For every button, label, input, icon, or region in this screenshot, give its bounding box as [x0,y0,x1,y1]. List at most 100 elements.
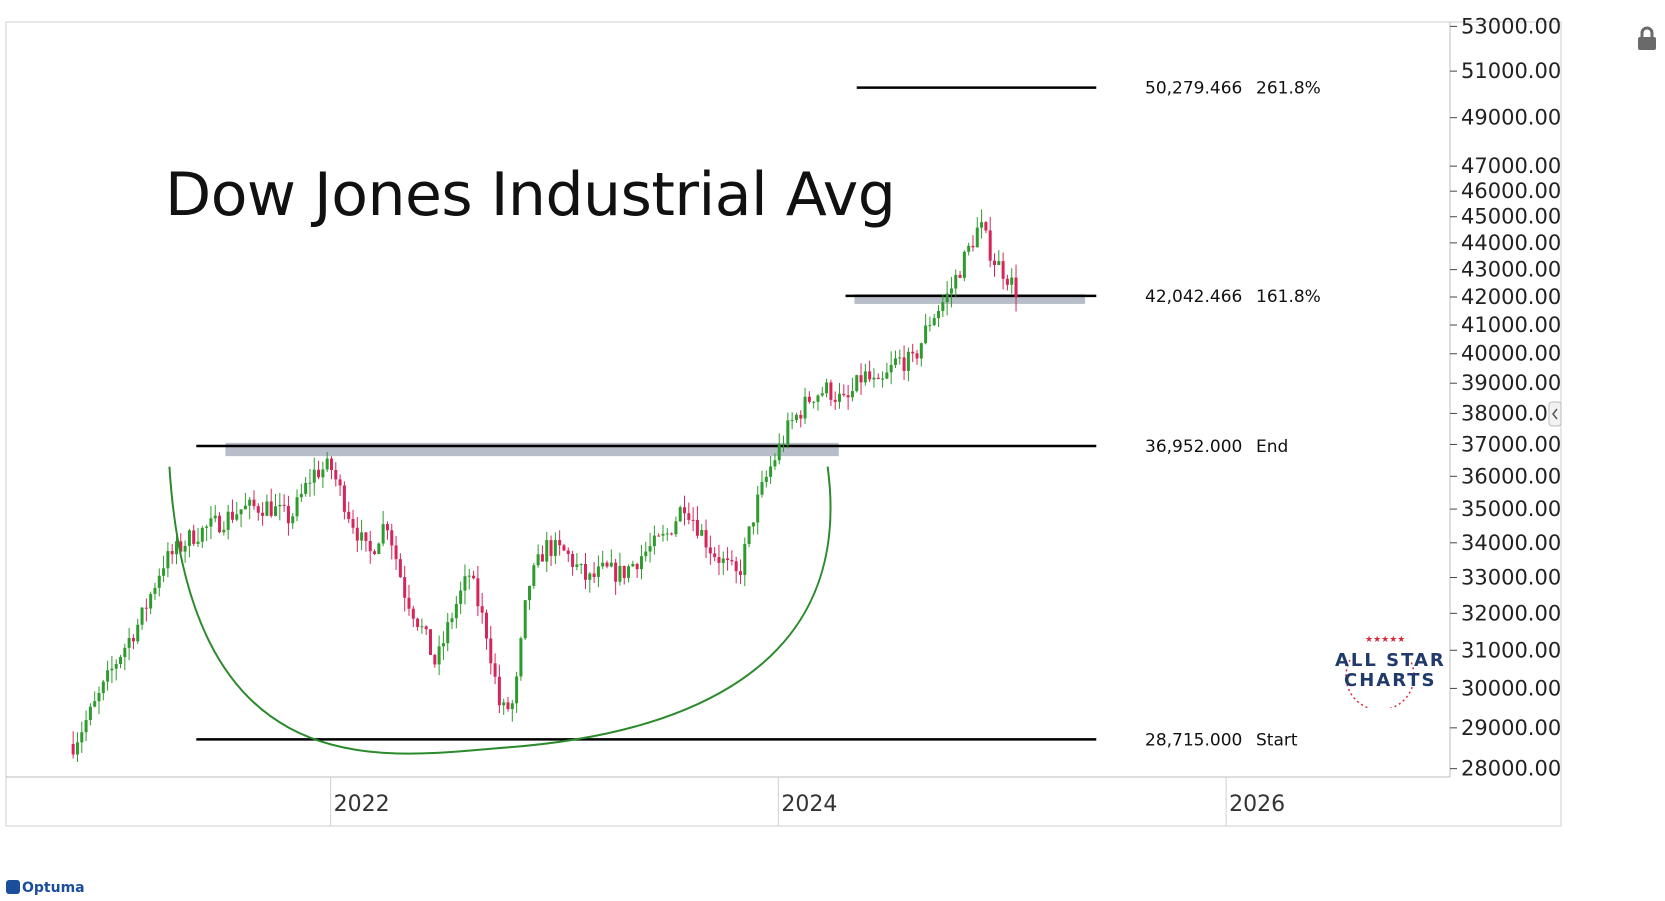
y-tick-label: 46000.00 [1461,179,1561,203]
candle [949,276,953,308]
candle-body [97,693,101,702]
candle-body [140,607,144,625]
candle-body [131,638,135,642]
candle [670,532,674,536]
candle [144,598,148,622]
candle [119,654,123,669]
candle [170,544,174,564]
candle-body [532,565,536,586]
candle-body [218,515,222,533]
candle-body [919,343,923,359]
candle [799,410,803,428]
candle [364,532,368,552]
candle [261,502,265,526]
candle-body [769,466,773,477]
candle [911,343,915,363]
candle [747,525,751,548]
x-tick-label: 2022 [334,792,390,817]
candle-body [820,393,824,396]
candle [420,618,424,634]
candle [833,391,837,410]
candle [812,401,816,409]
axis-scroll-button[interactable] [1548,401,1562,427]
candle-body [670,533,674,535]
y-tick-label: 32000.00 [1461,601,1561,625]
candle-body [984,222,988,231]
candle [269,488,273,518]
candle [1001,252,1005,290]
candle-body [390,530,394,546]
candle-body [881,378,885,380]
candle [962,250,966,282]
candle [101,679,105,701]
candle-body [269,501,273,516]
candle [540,545,544,562]
candle-body [764,476,768,483]
candle [609,549,613,568]
candle [980,209,984,239]
y-tick-label: 49000.00 [1461,106,1561,130]
candle-body [889,364,893,373]
candle-body [898,357,902,359]
logo-line-2: CHARTS [1344,670,1437,691]
lock-icon[interactable] [1636,26,1658,52]
candle-body [661,533,665,536]
candle [75,732,79,762]
candle-body [407,597,411,609]
candle [480,592,484,624]
candle-body [631,563,635,567]
candle [1014,264,1018,312]
x-gridlines [330,777,1227,826]
candle [532,562,536,589]
candle-body [93,701,97,707]
candle-body [549,540,553,556]
candle [902,345,906,381]
candle-body [304,482,308,494]
candle-body [347,511,351,520]
candle [230,499,234,524]
candle-body [127,638,131,648]
candle-body [756,494,760,523]
candle-body [472,575,476,579]
candle-body [459,590,463,604]
candle-body [545,540,549,562]
candle-body [394,545,398,560]
candle [239,509,243,528]
candle [906,347,910,382]
candle [433,653,437,668]
candle [941,294,945,318]
candle [497,664,501,714]
candle [286,495,290,536]
candle-body [373,551,377,555]
price-zone [854,294,1086,304]
candle-body [816,395,820,402]
candle-body [179,541,183,552]
candle-body [571,553,575,567]
level-tag-label: End [1256,437,1288,457]
candle-body [433,654,437,665]
candle-body [958,274,962,278]
candle [639,544,643,580]
candle-body [721,558,725,563]
candle-body [812,401,816,403]
candle-body [833,399,837,402]
candle [248,497,252,520]
candle [243,492,247,510]
candle-body [497,676,501,706]
candle [764,470,768,488]
candle [441,631,445,660]
candle-body [872,377,876,380]
y-tick-label: 40000.00 [1461,342,1561,366]
candle [816,394,820,411]
candle-body [1010,277,1014,285]
candle-body [192,530,196,544]
candle-body [454,603,458,619]
candle-body [773,460,777,467]
candle [334,462,338,487]
candle [360,519,364,551]
candle-body [265,501,269,516]
candle [157,568,161,597]
candle [282,494,286,512]
candle [256,503,260,521]
candle-body [252,499,256,507]
